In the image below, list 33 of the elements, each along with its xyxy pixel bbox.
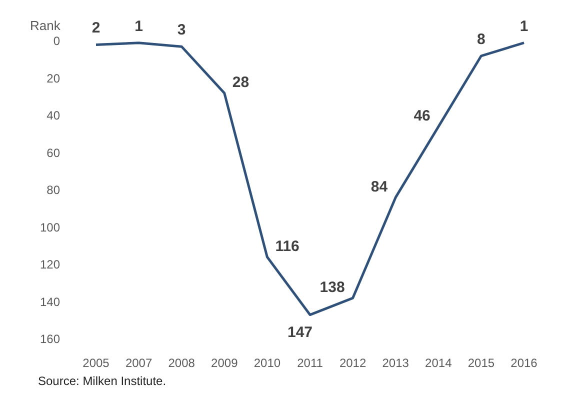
x-tick-label: 2005 [82, 356, 110, 370]
x-tick-label: 2015 [468, 356, 495, 370]
x-tick-label: 2016 [510, 356, 538, 370]
data-label: 138 [320, 279, 345, 296]
data-label: 147 [287, 324, 313, 341]
data-label: 3 [177, 22, 186, 39]
x-tick-label: 2010 [254, 356, 281, 370]
y-tick-label: 160 [40, 332, 60, 346]
data-label: 28 [232, 74, 250, 92]
x-tick-label: 2014 [425, 356, 452, 370]
x-tick-label: 2013 [382, 356, 410, 370]
y-tick-label: 100 [40, 220, 60, 234]
y-tick-label: 60 [46, 146, 60, 160]
x-tick-label: 2012 [339, 356, 366, 370]
data-label: 1 [134, 18, 143, 35]
data-label: 2 [92, 20, 100, 37]
x-tick-label: 2007 [125, 356, 152, 370]
source-note: Source: Milken Institute. [38, 374, 166, 388]
y-tick-label: 0 [53, 34, 60, 48]
data-label: 8 [477, 30, 486, 48]
y-tick-label: 140 [40, 294, 60, 309]
y-tick-label: 20 [46, 71, 60, 86]
y-tick-label: 40 [46, 108, 60, 122]
x-tick-label: 2008 [168, 356, 196, 370]
data-label: 46 [414, 108, 430, 125]
data-label: 116 [275, 238, 300, 256]
y-tick-label: 120 [40, 258, 60, 272]
data-label: 84 [370, 178, 388, 196]
x-tick-label: 2009 [211, 356, 238, 370]
y-axis-title: Rank [30, 18, 61, 33]
y-tick-label: 80 [46, 183, 60, 197]
data-label: 1 [520, 18, 528, 35]
x-tick-label: 2011 [297, 356, 324, 370]
